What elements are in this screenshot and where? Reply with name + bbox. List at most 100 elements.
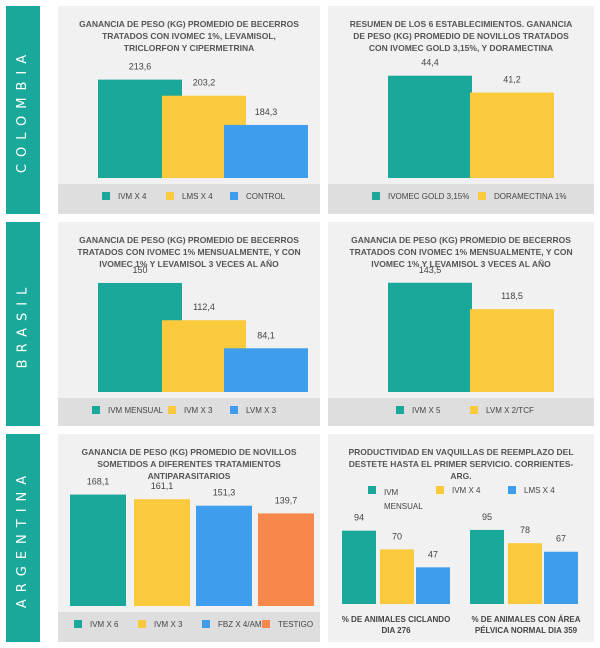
chart-panel-argentina-vaquillas: PRODUCTIVIDAD EN VAQUILLAS DE REEMPLAZO …: [328, 434, 594, 642]
legend-swatch: [478, 192, 486, 200]
legend-label: IVM X 3: [154, 620, 183, 629]
group-caption-day: DIA 276: [381, 626, 411, 635]
legend-swatch: [74, 620, 82, 628]
legend: [58, 184, 320, 214]
bar-ivm-mensual-group-2: [470, 529, 504, 604]
data-label-ivm-x-4-group-2: 78: [520, 525, 530, 535]
data-label-lms-x-4-group-2: 67: [556, 534, 566, 544]
country-label-colombia: COLOMBIA: [15, 47, 31, 173]
caption-bar: [328, 606, 594, 642]
legend-swatch: [202, 620, 210, 628]
legend-swatch: [262, 620, 270, 628]
legend-item-control: CONTROL: [230, 192, 285, 201]
bar-lvm-x-2-tcf: [470, 309, 554, 392]
data-label-fbz-x-4-amz: 151,3: [213, 488, 236, 498]
chart-canvas: 44,4 41,2: [388, 58, 554, 178]
chart-panel-colombia-becerros: GANANCIA DE PESO (kg) PROMEDIO DE BECERR…: [58, 6, 320, 214]
country-label-brasil: BRASIL: [15, 280, 31, 368]
legend-item-lms-x-4: LMS X 4: [508, 486, 555, 495]
chart-title: GANANCIA DE PESO (kg) PROMEDIO DE BECERR…: [79, 19, 299, 53]
bar-lms-x-4-group-2: [544, 551, 578, 604]
legend-label: LMS X 4: [524, 486, 555, 495]
bar-testigo: [258, 513, 314, 606]
chart-title: GANANCIA DE PESO (kg) PROMEDIO DE BECERR…: [77, 235, 301, 269]
legend-item-testigo: TESTIGO: [262, 620, 313, 629]
legend-label: IVM X 5: [412, 406, 441, 415]
legend-label: CONTROL: [246, 192, 286, 201]
chart-canvas: 150 112,4 84,1: [98, 265, 308, 392]
legend-label: LMS X 4: [182, 192, 213, 201]
legend: [58, 398, 320, 426]
chart-panel-brasil-becerros-a: GANANCIA DE PESO (kg) PROMEDIO DE BECERR…: [58, 222, 320, 426]
legend-swatch: [368, 486, 376, 494]
bar-lvm-x-3: [224, 348, 308, 392]
legend-item-ivm-x-6: IVM X 6: [74, 620, 118, 629]
group-caption-2: % DE ANIMALES CON ÁREA PÉLVICA NORMAL DIA…: [462, 614, 590, 636]
legend-swatch: [508, 486, 516, 494]
bar-ivm-x-4-group-1: [380, 549, 414, 604]
legend-swatch: [230, 192, 238, 200]
chart-panel-argentina-novillos: GANANCIA DE PESO (kg) PROMEDIO DE NOVILL…: [58, 434, 320, 642]
legend-label: IVM MENSUAL: [108, 406, 164, 415]
bar-ivm-x-5: [388, 282, 472, 392]
bar-ivm-x-3: [134, 499, 190, 606]
legend-item-lvm-x-2-tcf: LVM X 2/TCF: [470, 406, 534, 415]
legend-label: LVM X 3: [246, 406, 277, 415]
country-label-argentina: ARGENTINA: [15, 468, 31, 608]
data-label-ivm-x-3: 161,1: [151, 481, 174, 491]
legend-swatch: [396, 406, 404, 414]
legend-swatch: [92, 406, 100, 414]
legend-item-ivm-x-4: IVM X 4: [436, 486, 480, 495]
legend-item-ivm-x-3: IVM X 3: [138, 620, 182, 629]
chart-panel-brasil-becerros-b: GANANCIA DE PESO (kg) PROMEDIO DE BECERR…: [328, 222, 594, 426]
legend-item-lms-x-4: LMS X 4: [166, 192, 213, 201]
legend-label: IVM MENSUAL: [384, 488, 423, 511]
bar-ivm-x-4-group-2: [508, 543, 542, 604]
bar-lms-x-4-group-1: [416, 567, 450, 604]
legend-swatch: [138, 620, 146, 628]
legend-item-ivm-x-3: IVM X 3: [168, 406, 212, 415]
data-label-ivm-mensual: 150: [132, 265, 147, 275]
group-caption-day: DIA 359: [548, 626, 578, 635]
group-caption-line: % DE ANIMALES CICLANDO: [341, 615, 451, 624]
country-band-argentina: ARGENTINA: [6, 434, 40, 642]
legend-item-lvm-x-3: LVM X 3: [230, 406, 276, 415]
legend-item-ivm-mensual: IVM MENSUAL: [368, 486, 424, 514]
data-label-ivm-x-5: 143,5: [419, 265, 442, 275]
data-label-ivm-mensual-group-2: 95: [482, 512, 492, 522]
data-label-lms-x-4: 203,2: [193, 78, 216, 88]
legend-label: DORAMECTINA 1%: [494, 192, 567, 201]
legend-item-ivm-x-4: IVM X 4: [102, 192, 146, 201]
legend: [328, 398, 594, 426]
legend-label: TESTIGO: [278, 620, 314, 629]
bar-fbz-x-4-amz: [196, 505, 252, 606]
legend-label: LVM X 2/TCF: [486, 406, 534, 415]
data-label-ivm-x-4: 213,6: [129, 62, 152, 72]
chart-title: GANANCIA DE PESO (kg) PROMEDIO DE NOVILL…: [81, 447, 297, 481]
legend-swatch: [168, 406, 176, 414]
bar-ivomec-gold-3-15: [388, 75, 472, 178]
chart-canvas: 143,5 118,5: [388, 265, 554, 392]
bar-ivm-mensual-group-1: [342, 530, 376, 604]
group-caption-line: PÉLVICA NORMAL: [474, 626, 549, 635]
data-label-ivm-x-6: 168,1: [87, 477, 110, 487]
legend-swatch: [372, 192, 380, 200]
chart-panel-colombia-novillos: RESUMEN DE LOS 6 ESTABLECIMIENTOS. GANAN…: [328, 6, 594, 214]
country-band-brasil: BRASIL: [6, 222, 40, 426]
data-label-ivm-mensual-group-1: 94: [354, 513, 364, 523]
legend-item-ivomec-gold-3-15: IVOMEC GOLD 3,15%: [372, 192, 469, 201]
group-caption-1: % DE ANIMALES CICLANDO DIA 276: [334, 614, 458, 636]
bar-ivm-x-6: [70, 494, 126, 606]
legend-label: IVM X 6: [90, 620, 119, 629]
data-label-doramectina-1: 41,2: [503, 75, 521, 85]
legend: [58, 612, 320, 642]
chart-title: GANANCIA DE PESO (kg) PROMEDIO DE BECERR…: [349, 235, 573, 269]
legend-item-ivm-mensual: IVM MENSUAL: [92, 406, 163, 415]
legend-item-fbz-x-4-amz: FBZ X 4/AMZ: [202, 620, 266, 629]
chart-title: PRODUCTIVIDAD EN VAQUILLAS DE REEMPLAZO …: [348, 447, 574, 481]
chart-canvas: 168,1 161,1 151,3 139,7: [70, 477, 314, 606]
legend-swatch: [436, 486, 444, 494]
chart-title: RESUMEN DE LOS 6 ESTABLECIMIENTOS. GANAN…: [349, 19, 573, 53]
legend-label: FBZ X 4/AMZ: [218, 620, 267, 629]
data-label-ivomec-gold-3-15: 44,4: [421, 58, 439, 68]
